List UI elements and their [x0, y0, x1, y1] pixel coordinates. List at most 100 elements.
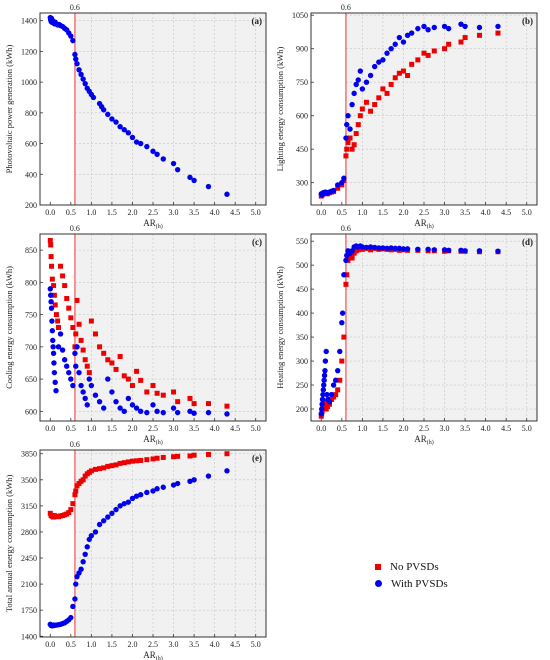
x-tick-label: 4.0 [210, 208, 220, 217]
x-tick-label: 3.0 [440, 424, 450, 433]
data-point-circle [415, 25, 421, 32]
data-point-circle [48, 305, 55, 311]
data-point-square [409, 61, 415, 67]
data-point-circle [80, 559, 86, 565]
data-point-square [51, 283, 57, 289]
data-point-square [129, 458, 135, 464]
data-point-circle [133, 493, 140, 499]
data-point-circle [113, 398, 119, 405]
data-point-circle [59, 347, 66, 353]
data-point-square [64, 295, 70, 301]
data-point-square [353, 131, 359, 137]
data-point-square [134, 368, 140, 374]
data-point-square [224, 451, 230, 457]
data-point-circle [191, 177, 197, 184]
data-point-circle [371, 63, 378, 70]
data-point-circle [78, 71, 84, 78]
data-point-circle [100, 107, 107, 113]
x-tick-label: 2.5 [419, 208, 429, 217]
data-point-circle [321, 372, 328, 379]
data-point-circle [367, 244, 374, 250]
data-point-circle [341, 272, 347, 278]
data-point-square [49, 276, 55, 282]
data-point-circle [400, 246, 407, 252]
data-point-square [343, 281, 349, 287]
x-tick-label: 3.0 [440, 208, 450, 217]
data-point-square [345, 139, 351, 145]
legend-label: With PVSDs [391, 577, 448, 590]
data-point-square [80, 347, 86, 353]
data-point-circle [76, 67, 82, 73]
data-point-square [52, 302, 58, 308]
y-tick-label: 300 [296, 179, 308, 188]
shaded-region [74, 450, 266, 637]
y-tick-label: 400 [296, 309, 308, 318]
y-axis-label: Cooling energy consumption (kWh) [4, 266, 14, 389]
data-point-circle [72, 350, 78, 356]
data-point-circle [359, 86, 366, 92]
data-point-square [66, 305, 72, 311]
data-point-circle [335, 182, 341, 188]
chart-panel: 0.6 0.0 0.5 1.0 1.5 2.0 2.5 3.0 3.5 4.0 4.5 5.0 600 6… [4, 224, 267, 446]
data-point-circle [96, 521, 103, 528]
y-tick-label: 800 [25, 278, 37, 287]
data-point-circle [55, 344, 62, 350]
data-point-square [74, 297, 80, 303]
data-point-circle [321, 377, 327, 383]
data-point-square [376, 95, 382, 101]
data-point-square [187, 453, 193, 459]
data-point-circle [61, 357, 68, 363]
data-point-circle [82, 551, 88, 558]
data-point-circle [68, 376, 74, 382]
data-point-square [97, 466, 103, 472]
data-point-square [121, 373, 127, 379]
data-point-circle [174, 409, 181, 416]
data-point-square [349, 255, 355, 261]
data-point-square [121, 460, 127, 466]
data-point-circle [380, 57, 386, 63]
y-tick-label: 3150 [21, 502, 37, 511]
data-point-circle [392, 245, 398, 252]
threshold-label: 0.6 [341, 224, 351, 233]
data-point-square [388, 81, 394, 87]
data-point-square [355, 122, 361, 128]
data-point-square [150, 383, 156, 389]
x-tick-label: 1.5 [107, 424, 117, 433]
data-point-square [335, 387, 341, 393]
panel-label: (a) [252, 16, 263, 26]
data-point-square [73, 331, 79, 337]
data-point-circle [117, 405, 123, 411]
data-point-circle [121, 408, 127, 415]
x-tick-label: 0.5 [66, 208, 76, 217]
y-tick-label: 2450 [21, 554, 37, 563]
x-tick-label: 4.0 [481, 424, 491, 433]
y-tick-label: 900 [296, 45, 308, 54]
series-group [47, 14, 230, 197]
data-point-circle [125, 130, 132, 136]
data-point-square [105, 357, 111, 363]
data-point-circle [70, 382, 76, 389]
data-point-square [138, 457, 144, 463]
data-point-square [86, 370, 92, 376]
data-point-circle [318, 411, 324, 417]
data-point-circle [431, 247, 437, 253]
data-point-circle [49, 328, 56, 334]
series-group [47, 451, 230, 520]
x-tick-label: 1.5 [378, 424, 388, 433]
data-point-circle [319, 396, 326, 403]
data-point-circle [82, 80, 88, 87]
data-point-circle [88, 382, 95, 389]
series-group [318, 243, 501, 417]
data-point-square [392, 75, 398, 81]
shaded-region [345, 13, 537, 205]
y-tick-label: 250 [296, 381, 308, 390]
data-point-square [458, 39, 464, 45]
x-tick-label: 5.0 [251, 208, 261, 217]
data-point-circle [330, 382, 337, 388]
data-point-circle [100, 405, 107, 411]
data-point-circle [431, 24, 437, 31]
data-point-square [343, 153, 349, 159]
data-point-circle [476, 248, 483, 254]
data-point-square [205, 401, 211, 407]
data-point-circle [337, 348, 343, 355]
